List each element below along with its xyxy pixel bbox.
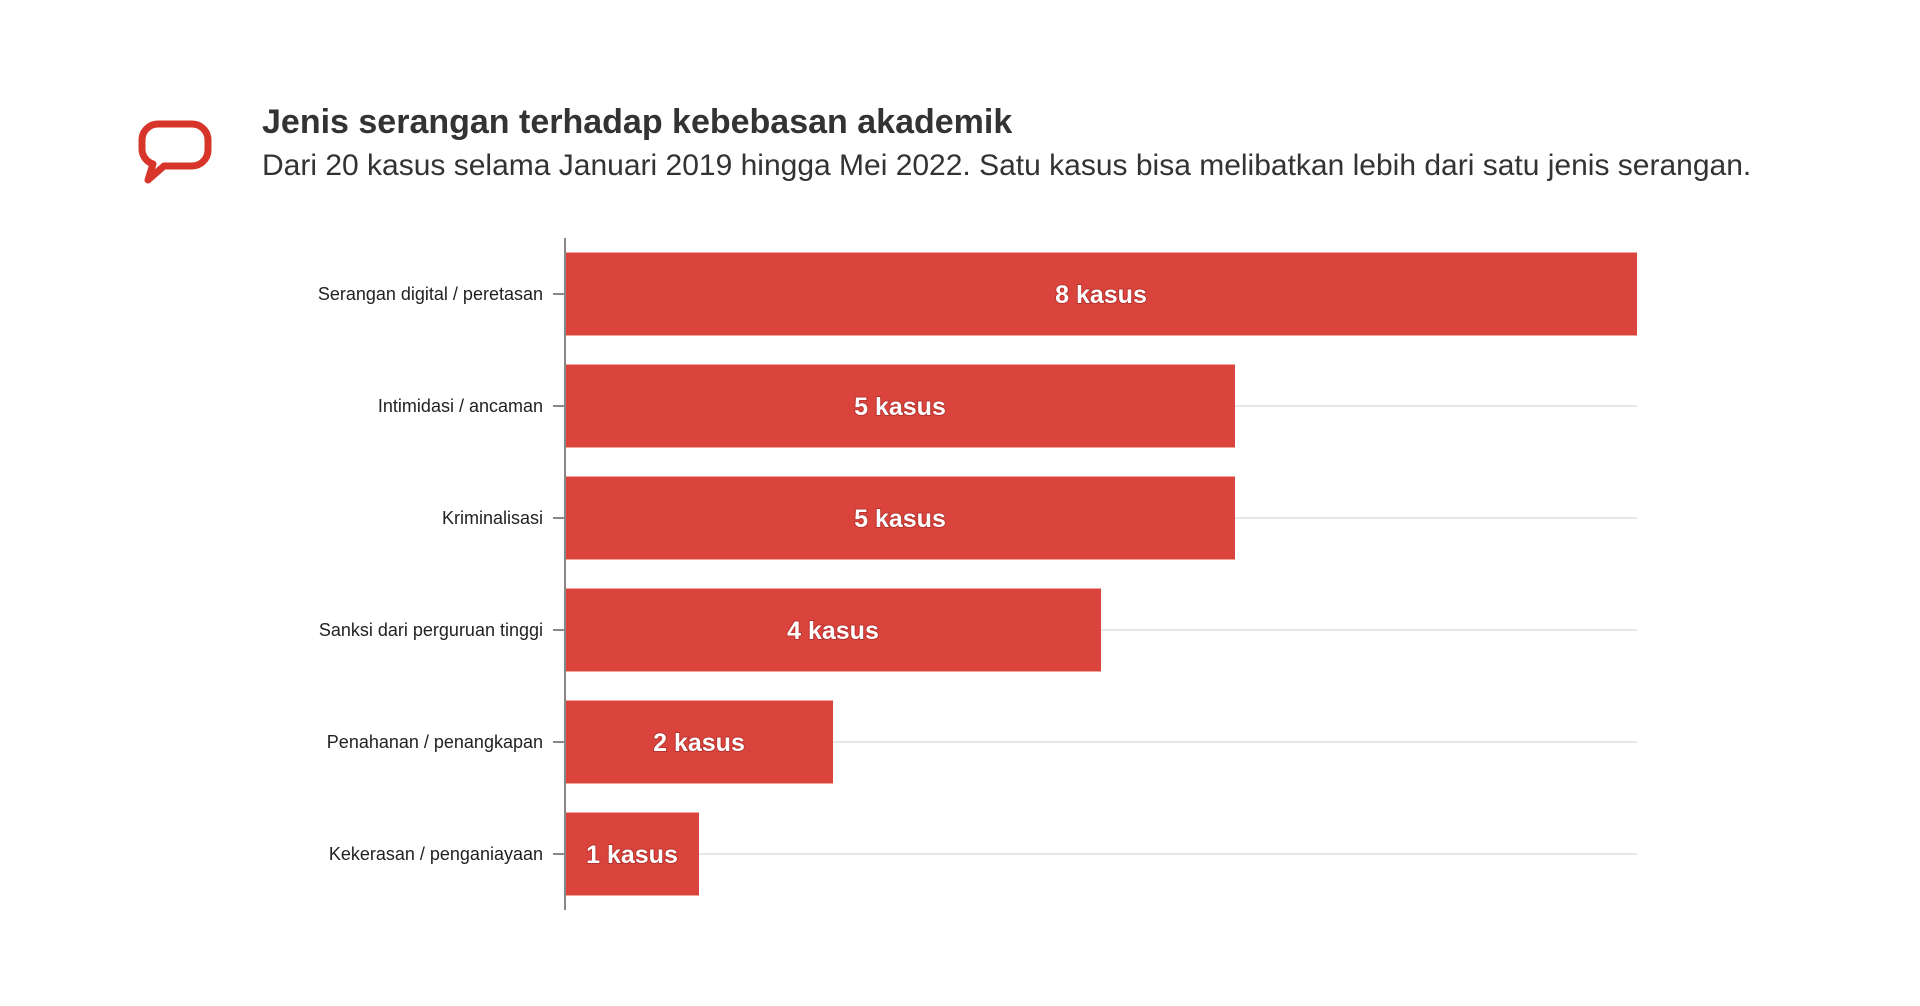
data-label: 5 kasus — [854, 393, 946, 421]
speech-bubble-icon — [138, 120, 212, 184]
bar — [565, 700, 833, 784]
chart-title: Jenis serangan terhadap kebebasan akadem… — [262, 103, 1013, 141]
chart-subtitle: Dari 20 kasus selama Januari 2019 hingga… — [262, 149, 1752, 182]
category-label: Serangan digital / peretasan — [318, 284, 543, 304]
category-label: Kekerasan / penganiayaan — [329, 844, 543, 864]
bar — [565, 252, 1637, 336]
data-label: 4 kasus — [787, 617, 879, 645]
category-label: Kriminalisasi — [442, 508, 543, 528]
data-label: 8 kasus — [1055, 281, 1147, 309]
bar — [565, 588, 1101, 672]
bar — [565, 476, 1235, 560]
data-label: 1 kasus — [586, 841, 678, 869]
category-label: Intimidasi / ancaman — [378, 396, 543, 416]
bar — [565, 812, 699, 896]
category-label: Sanksi dari perguruan tinggi — [319, 620, 543, 640]
data-label: 2 kasus — [653, 729, 745, 757]
category-label: Penahanan / penangkapan — [327, 732, 543, 752]
bar — [565, 364, 1235, 448]
data-label: 5 kasus — [854, 505, 946, 533]
